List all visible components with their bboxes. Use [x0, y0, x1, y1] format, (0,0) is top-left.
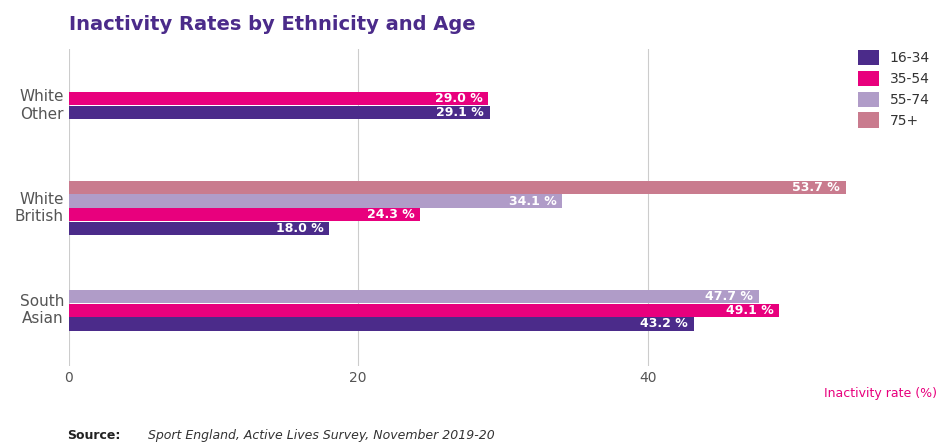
Text: 18.0 %: 18.0 %: [276, 222, 324, 235]
Bar: [69, 106, 490, 119]
Text: 47.7 %: 47.7 %: [705, 290, 753, 303]
Legend: 16-34, 35-54, 55-74, 75+: 16-34, 35-54, 55-74, 75+: [858, 50, 930, 128]
Text: Inactivity rate (%): Inactivity rate (%): [824, 387, 937, 400]
Bar: [69, 317, 694, 331]
Bar: [69, 303, 780, 317]
Text: Source:: Source:: [67, 429, 120, 442]
Bar: [69, 290, 759, 303]
Text: 24.3 %: 24.3 %: [367, 208, 415, 221]
Bar: [69, 194, 563, 208]
Text: 53.7 %: 53.7 %: [792, 181, 840, 194]
Bar: [69, 222, 329, 235]
Text: 34.1 %: 34.1 %: [508, 194, 557, 207]
Text: 49.1 %: 49.1 %: [725, 304, 774, 317]
Text: Sport England, Active Lives Survey, November 2019-20: Sport England, Active Lives Survey, Nove…: [148, 429, 494, 442]
Text: 29.0 %: 29.0 %: [435, 92, 483, 105]
Bar: [69, 208, 421, 221]
Text: 29.1 %: 29.1 %: [436, 106, 485, 119]
Text: 43.2 %: 43.2 %: [641, 318, 688, 331]
Text: Inactivity Rates by Ethnicity and Age: Inactivity Rates by Ethnicity and Age: [69, 15, 475, 34]
Bar: [69, 181, 845, 194]
Bar: [69, 92, 488, 105]
